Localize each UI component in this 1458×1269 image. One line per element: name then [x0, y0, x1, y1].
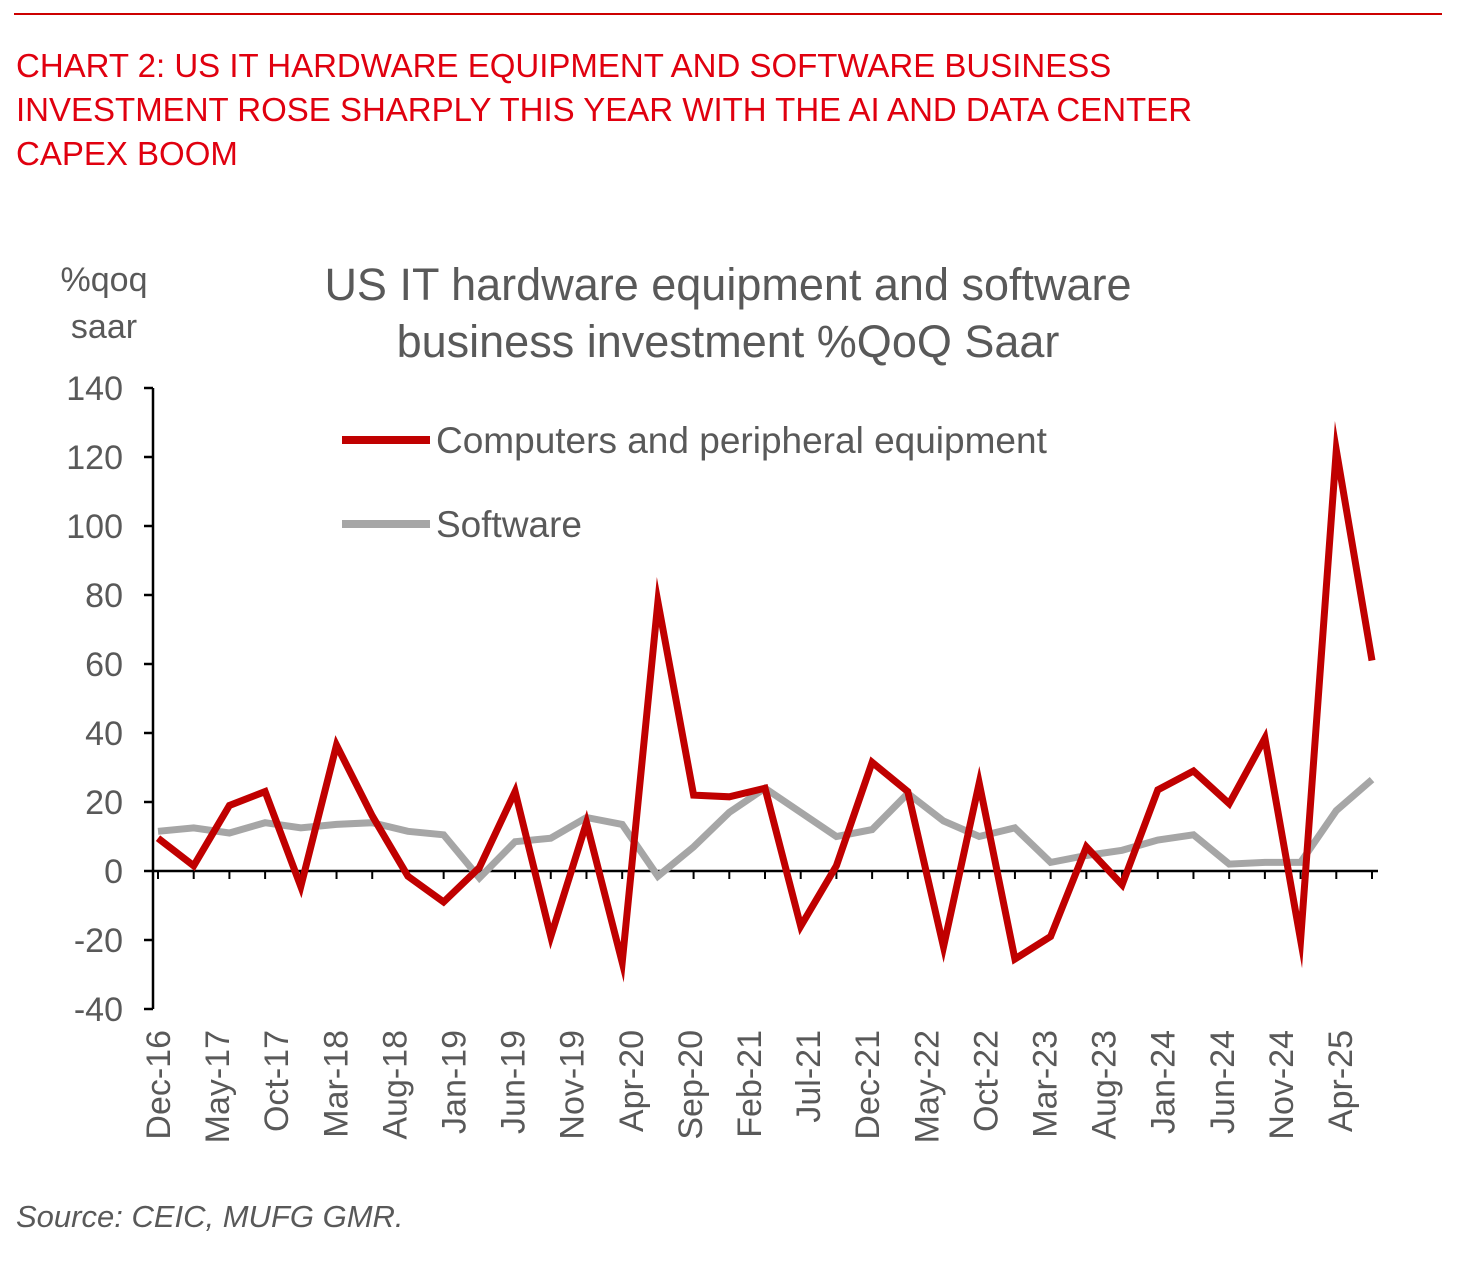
legend-label: Computers and peripheral equipment [436, 420, 1048, 461]
y-tick-label: -20 [74, 922, 123, 960]
source-note: Source: CEIC, MUFG GMR. [16, 1199, 404, 1234]
x-tick-label: Apr-25 [1322, 1030, 1360, 1132]
x-tick-label: Sep-20 [672, 1030, 710, 1140]
x-tick-label: Jun-19 [495, 1030, 533, 1134]
x-tick-label: Oct-22 [967, 1030, 1005, 1132]
y-tick-label: 120 [66, 439, 123, 477]
y-axis-label-line: saar [71, 308, 137, 346]
chart-title-line: business investment %QoQ Saar [397, 316, 1060, 367]
x-tick-label: Mar-18 [317, 1030, 355, 1138]
heading-line: CHART 2: US IT HARDWARE EQUIPMENT AND SO… [16, 47, 1112, 84]
y-tick-label: 60 [85, 646, 123, 684]
chart-title-line: US IT hardware equipment and software [324, 259, 1131, 310]
top-rule [14, 13, 1442, 15]
heading-line: CAPEX BOOM [16, 135, 238, 172]
chart-heading: CHART 2: US IT HARDWARE EQUIPMENT AND SO… [16, 44, 1436, 176]
legend-label: Software [436, 504, 582, 545]
x-tick-label: Jan-19 [436, 1030, 474, 1134]
x-tick-label: Nov-24 [1263, 1030, 1301, 1140]
x-tick-label: Oct-17 [258, 1030, 296, 1132]
x-tick-label: May-17 [199, 1030, 237, 1143]
x-tick-label: Jan-24 [1145, 1030, 1183, 1134]
y-tick-label: 40 [85, 715, 123, 753]
x-tick-label: Aug-23 [1086, 1030, 1124, 1140]
y-tick-label: 80 [85, 577, 123, 615]
heading-line: INVESTMENT ROSE SHARPLY THIS YEAR WITH T… [16, 91, 1193, 128]
series-line-computers [155, 420, 1376, 983]
x-tick-label: Apr-20 [613, 1030, 651, 1132]
x-tick-label: Feb-21 [731, 1030, 769, 1138]
y-tick-label: 100 [66, 508, 123, 546]
x-tick-label: Aug-18 [376, 1030, 414, 1140]
x-tick-label: May-22 [908, 1030, 946, 1143]
y-tick-label: -40 [74, 991, 123, 1029]
x-tick-label: Jun-24 [1204, 1030, 1242, 1134]
x-tick-label: Mar-23 [1027, 1030, 1065, 1138]
y-tick-label: 140 [66, 370, 123, 408]
x-tick-label: Jul-21 [790, 1030, 828, 1123]
x-tick-label: Dec-21 [849, 1030, 887, 1140]
y-tick-label: 20 [85, 784, 123, 822]
y-tick-label: 0 [104, 853, 123, 891]
y-axis-label-line: %qoq [61, 261, 148, 299]
x-tick-label: Nov-19 [554, 1030, 592, 1140]
x-tick-label: Dec-16 [140, 1030, 178, 1140]
